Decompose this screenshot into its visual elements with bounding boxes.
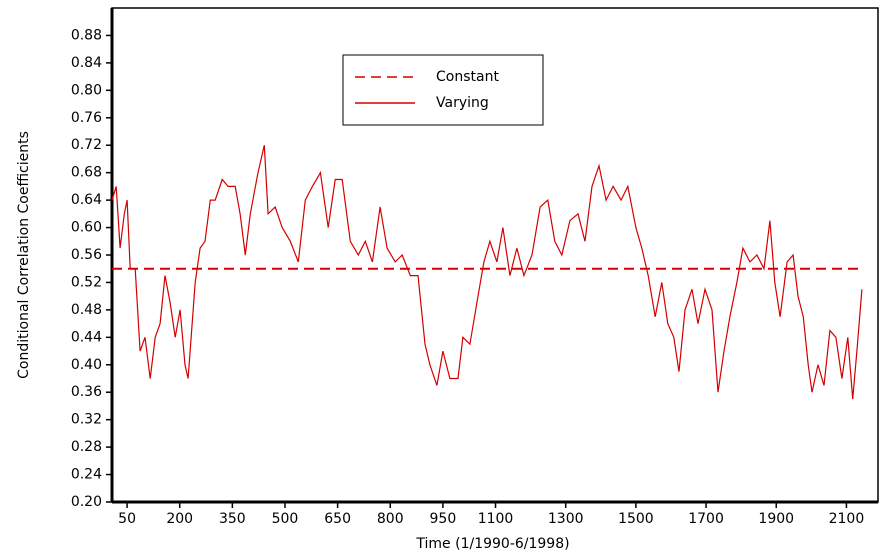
y-tick-label: 0.32 bbox=[71, 412, 102, 428]
y-tick-label: 0.56 bbox=[71, 247, 102, 263]
y-tick-label: 0.20 bbox=[71, 494, 102, 510]
y-tick-label: 0.64 bbox=[71, 192, 102, 208]
legend-label: Varying bbox=[436, 95, 489, 111]
y-tick-label: 0.68 bbox=[71, 165, 102, 181]
y-tick-label: 0.52 bbox=[71, 274, 102, 290]
y-tick-label: 0.80 bbox=[71, 82, 102, 98]
y-axis-label: Conditional Correlation Coefficients bbox=[16, 131, 32, 379]
y-tick-label: 0.28 bbox=[71, 439, 102, 455]
y-tick-label: 0.36 bbox=[71, 384, 102, 400]
y-tick-label: 0.88 bbox=[71, 27, 102, 43]
x-tick-label: 1100 bbox=[478, 511, 514, 527]
x-tick-label: 350 bbox=[219, 511, 246, 527]
legend-box bbox=[342, 54, 544, 126]
y-tick-label: 0.72 bbox=[71, 137, 102, 153]
legend-label: Constant bbox=[436, 69, 499, 85]
y-tick-label: 0.40 bbox=[71, 357, 102, 373]
x-axis-label: Time (1/1990-6/1998) bbox=[415, 536, 569, 552]
x-tick-label: 650 bbox=[324, 511, 351, 527]
y-tick-label: 0.76 bbox=[71, 110, 102, 126]
series-line bbox=[111, 145, 863, 400]
x-tick-label: 1300 bbox=[548, 511, 584, 527]
x-tick-label: 1900 bbox=[758, 511, 794, 527]
y-tick-label: 0.84 bbox=[71, 55, 102, 71]
x-tick-label: 1500 bbox=[618, 511, 654, 527]
x-tick-label: 950 bbox=[430, 511, 457, 527]
y-tick-label: 0.60 bbox=[71, 220, 102, 236]
y-tick-label: 0.44 bbox=[71, 329, 102, 345]
x-tick-label: 800 bbox=[377, 511, 404, 527]
y-tick-label: 0.24 bbox=[71, 467, 102, 483]
x-tick-label: 50 bbox=[118, 511, 136, 527]
y-tick-label: 0.48 bbox=[71, 302, 102, 318]
x-tick-label: 200 bbox=[166, 511, 193, 527]
x-tick-label: 500 bbox=[272, 511, 299, 527]
x-tick-label: 1700 bbox=[688, 511, 724, 527]
x-tick-label: 2100 bbox=[829, 511, 865, 527]
